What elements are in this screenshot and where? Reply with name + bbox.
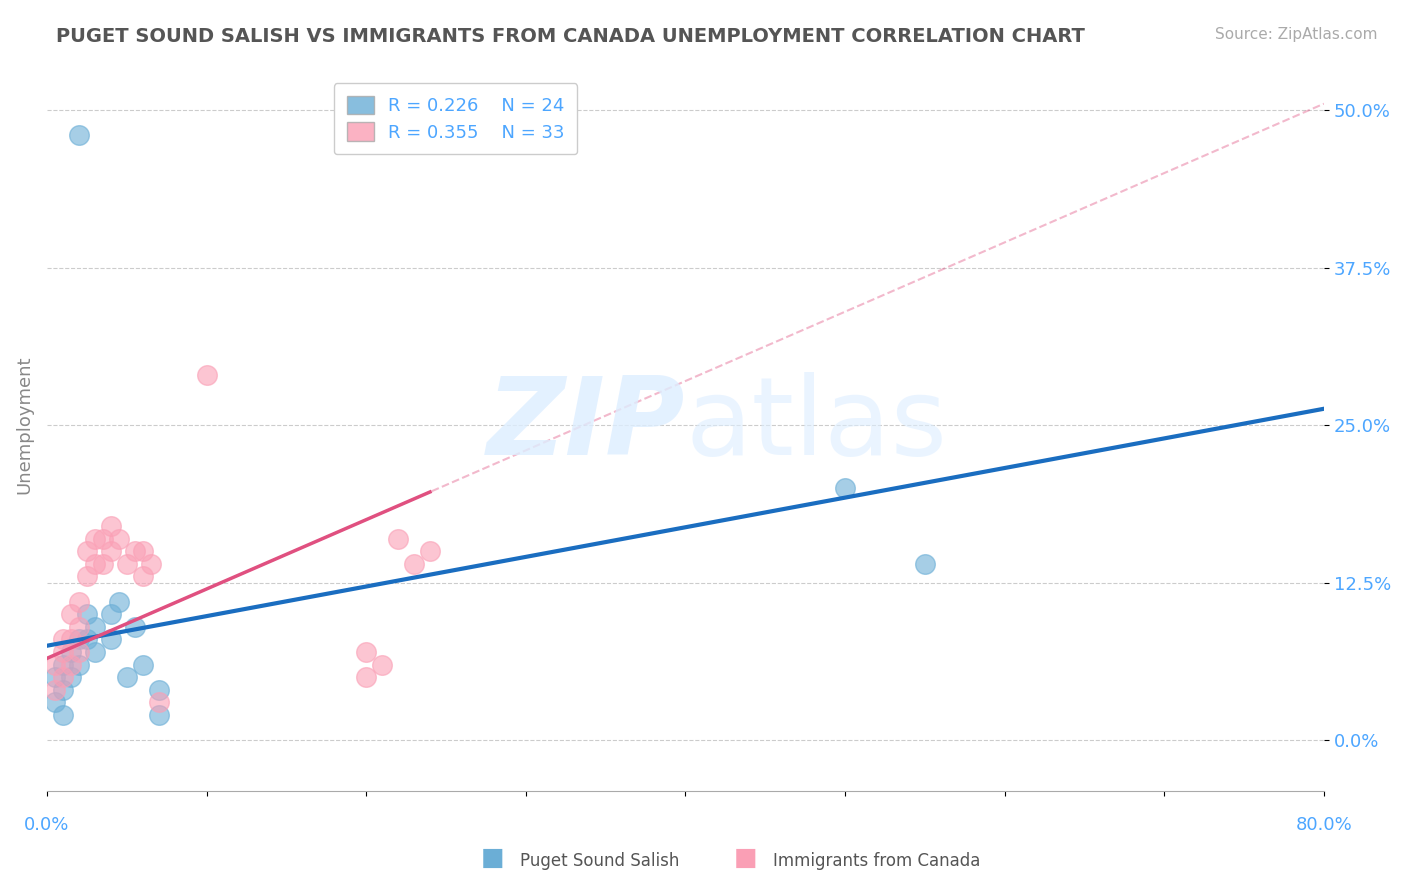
Point [115,557,138,571]
Text: ■: ■ [734,846,756,870]
Text: PUGET SOUND SALISH VS IMMIGRANTS FROM CANADA UNEMPLOYMENT CORRELATION CHART: PUGET SOUND SALISH VS IMMIGRANTS FROM CA… [56,27,1085,45]
Text: ZIP: ZIP [486,372,685,478]
Point [67,632,90,647]
Point [67,620,90,634]
Text: 80.0%: 80.0% [1295,816,1353,834]
Point [52,657,75,672]
Point [83,645,105,659]
Point [195,368,218,382]
Point [83,557,105,571]
Point [131,569,153,583]
Point [115,670,138,684]
Point [834,481,856,495]
Point [44,657,66,672]
Text: Puget Sound Salish: Puget Sound Salish [520,852,679,870]
Point [100,519,122,533]
Point [76,607,98,622]
Point [83,532,105,546]
Point [131,544,153,558]
Point [354,645,377,659]
Point [59,670,82,684]
Point [44,696,66,710]
Point [107,594,129,608]
Point [52,645,75,659]
Point [52,670,75,684]
Point [76,569,98,583]
Point [100,544,122,558]
Point [148,708,170,723]
Point [91,532,114,546]
Point [67,645,90,659]
Point [100,607,122,622]
Point [124,544,146,558]
Point [371,657,394,672]
Point [387,532,409,546]
Point [59,645,82,659]
Point [83,620,105,634]
Point [107,532,129,546]
Point [67,657,90,672]
Point [76,544,98,558]
Point [124,620,146,634]
Point [100,632,122,647]
Point [52,682,75,697]
Point [419,544,441,558]
Legend: R = 0.226    N = 24, R = 0.355    N = 33: R = 0.226 N = 24, R = 0.355 N = 33 [333,83,578,154]
Text: Immigrants from Canada: Immigrants from Canada [773,852,980,870]
Point [44,670,66,684]
Point [67,128,90,143]
Point [91,557,114,571]
Point [59,657,82,672]
Point [59,607,82,622]
Point [59,632,82,647]
Point [67,594,90,608]
Point [914,557,936,571]
Y-axis label: Unemployment: Unemployment [15,356,32,494]
Point [131,657,153,672]
Point [44,682,66,697]
Point [139,557,162,571]
Point [402,557,425,571]
Point [52,708,75,723]
Point [52,632,75,647]
Text: Source: ZipAtlas.com: Source: ZipAtlas.com [1215,27,1378,42]
Point [148,682,170,697]
Text: 0.0%: 0.0% [24,816,69,834]
Point [76,632,98,647]
Point [354,670,377,684]
Point [148,696,170,710]
Text: atlas: atlas [685,372,948,478]
Text: ■: ■ [481,846,503,870]
